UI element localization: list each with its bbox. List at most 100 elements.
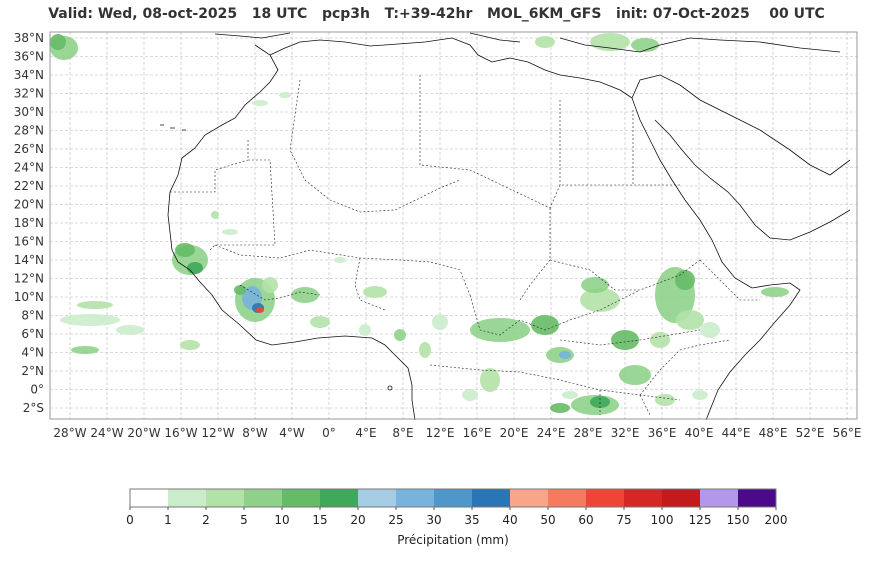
precip-cell	[363, 286, 387, 298]
precip-cell	[180, 340, 200, 350]
precip-cell	[419, 342, 431, 358]
precip-cell	[187, 262, 203, 274]
colorbar-swatch	[320, 489, 359, 507]
lon-tick-label: 12°W	[201, 426, 234, 440]
lon-tick-label: 28°W	[53, 426, 86, 440]
colorbar-tick-label: 0	[126, 513, 134, 527]
precip-cell	[535, 36, 555, 48]
precip-cell	[619, 365, 651, 385]
red-sea-coastline	[631, 97, 753, 289]
colorbar-tick-label: 15	[312, 513, 327, 527]
lon-tick-label: 56°E	[833, 426, 862, 440]
latitude-axis: 38°N 36°N 34°N 32°N 30°N 28°N 26°N 24°N 22°N 20°N…	[14, 31, 44, 415]
lat-tick-label: 6°N	[21, 327, 44, 341]
colorbar-swatch	[510, 489, 549, 507]
precip-cell	[334, 257, 346, 263]
precip-cell	[359, 324, 371, 336]
colorbar-swatch	[624, 489, 663, 507]
colorbar-tick-label: 75	[616, 513, 631, 527]
colorbar-swatch	[168, 489, 207, 507]
lon-tick-label: 28°E	[574, 426, 603, 440]
precip-cell	[675, 270, 695, 290]
lon-tick-label: 44°E	[722, 426, 751, 440]
lat-tick-label: 32°N	[14, 87, 44, 101]
precip-cell	[211, 211, 219, 219]
lat-tick-label: 28°N	[14, 124, 44, 138]
colorbar: 0 1 2 5 10 15 20 25 30 35 40 50 60 75 100 125 150 200Préc…	[126, 488, 787, 547]
lon-tick-label: 20°E	[500, 426, 529, 440]
precip-cell	[655, 394, 675, 406]
colorbar-tick-label: 125	[689, 513, 712, 527]
lat-tick-label: 26°N	[14, 142, 44, 156]
precip-cell	[550, 403, 570, 413]
precip-cell	[581, 277, 609, 293]
lat-tick-label: 4°N	[21, 346, 44, 360]
colorbar-tick-label: 50	[540, 513, 555, 527]
colorbar-swatch	[244, 489, 283, 507]
colorbar-swatch	[358, 489, 397, 507]
lat-tick-label: 10°N	[14, 290, 44, 304]
precip-cell	[432, 314, 448, 330]
precip-cell	[71, 346, 99, 354]
colorbar-tick-label: 5	[240, 513, 248, 527]
lon-tick-label: 24°W	[90, 426, 123, 440]
precip-cell	[252, 100, 268, 106]
precip-cell	[611, 330, 639, 350]
colorbar-title: Précipitation (mm)	[397, 533, 509, 547]
precip-cell	[692, 390, 708, 400]
precip-cell	[580, 288, 620, 312]
colorbar-tick-label: 100	[651, 513, 674, 527]
colorbar-swatch	[738, 489, 777, 507]
lon-tick-label: 4°E	[355, 426, 376, 440]
lon-tick-label: 48°E	[759, 426, 788, 440]
colorbar-tick-label: 1	[164, 513, 172, 527]
precip-cell	[470, 318, 530, 342]
precip-cell	[262, 277, 278, 293]
colorbar-tick-label: 10	[274, 513, 289, 527]
colorbar-swatch	[586, 489, 625, 507]
colorbar-tick-label: 40	[502, 513, 517, 527]
lat-tick-label: 2°N	[21, 364, 44, 378]
lon-tick-label: 20°W	[127, 426, 160, 440]
lat-tick-label: 0°	[30, 383, 44, 397]
graticule	[50, 32, 857, 419]
lon-tick-label: 40°E	[685, 426, 714, 440]
map-frame	[49, 31, 858, 420]
lat-tick-label: 20°N	[14, 198, 44, 212]
colorbar-swatch	[130, 489, 169, 507]
lat-tick-label: 18°N	[14, 216, 44, 230]
lat-tick-label: 34°N	[14, 68, 44, 82]
europe-coastline	[214, 32, 841, 53]
lat-tick-label: 24°N	[14, 161, 44, 175]
colorbar-swatch	[662, 489, 701, 507]
precip-cell	[310, 316, 330, 328]
map-title: Valid: Wed, 08-oct-2025 18 UTC pcp3h T:+…	[48, 6, 825, 22]
precip-cell	[480, 368, 500, 392]
precip-cell	[116, 325, 144, 335]
lon-tick-label: 8°W	[242, 426, 268, 440]
middle-east-coastline	[631, 74, 851, 176]
lon-tick-label: 16°W	[164, 426, 197, 440]
lon-tick-label: 52°E	[796, 426, 825, 440]
precipitation-field	[50, 33, 789, 415]
lon-tick-label: 32°E	[611, 426, 640, 440]
lon-tick-label: 24°E	[537, 426, 566, 440]
colorbar-tick-label: 25	[388, 513, 403, 527]
country-borders	[170, 75, 760, 416]
precip-cell	[394, 329, 406, 341]
precip-cell	[279, 92, 291, 98]
colorbar-swatch	[548, 489, 587, 507]
precip-cell	[650, 332, 670, 348]
colorbar-tick-label: 2	[202, 513, 210, 527]
lat-tick-label: 36°N	[14, 50, 44, 64]
precip-cell	[559, 351, 571, 359]
canary-islands	[160, 124, 186, 131]
arabia-coastline	[654, 119, 851, 241]
colorbar-tick-label: 150	[727, 513, 750, 527]
africa-coastline	[167, 44, 416, 421]
mediterranean-coastline	[269, 37, 633, 99]
lat-tick-label: 22°N	[14, 179, 44, 193]
colorbar-tick-label: 20	[350, 513, 365, 527]
lat-tick-label: 30°N	[14, 105, 44, 119]
